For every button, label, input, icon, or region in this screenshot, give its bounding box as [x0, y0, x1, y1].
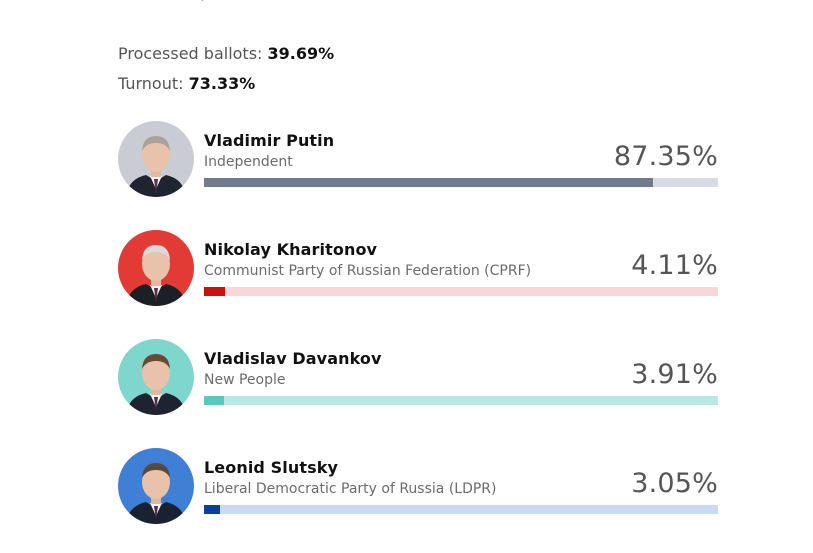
candidate-percent-label: 4.11% — [631, 250, 718, 281]
candidate-party: Liberal Democratic Party of Russia (LDPR… — [204, 481, 497, 497]
candidate-name: Nikolay Kharitonov — [204, 240, 378, 259]
turnout-value: 73.33% — [188, 74, 256, 93]
vote-bar-track — [204, 287, 718, 296]
vote-bar-fill — [204, 396, 225, 405]
candidate-percent-label: 3.05% — [631, 468, 718, 499]
candidate-row-slutsky: Leonid Slutsky Liberal Democratic Party o… — [118, 445, 718, 535]
vote-bar-fill — [204, 505, 220, 514]
candidate-name: Vladimir Putin — [204, 131, 335, 150]
processed-ballots-line: Processed ballots: 39.69% — [118, 44, 334, 64]
candidate-party: New People — [204, 372, 286, 388]
candidate-percent-label: 3.91% — [631, 359, 718, 390]
vote-bar-track — [204, 505, 718, 514]
candidate-row-putin: Vladimir Putin Independent 87.35% — [118, 118, 718, 208]
candidate-portrait-icon — [118, 230, 194, 306]
vote-bar-fill — [204, 287, 226, 296]
candidate-name: Vladislav Davankov — [204, 349, 382, 368]
candidate-name: Leonid Slutsky — [204, 458, 338, 477]
candidate-portrait-icon — [118, 121, 194, 197]
vote-bar-fill — [204, 178, 653, 187]
candidate-party: Independent — [204, 154, 293, 170]
candidate-percent-label: 87.35% — [613, 141, 718, 172]
election-stats: Processed ballots: 39.69% Turnout: 73.33… — [118, 44, 334, 104]
candidate-party: Communist Party of Russian Federation (C… — [204, 263, 532, 279]
processed-ballots-value: 39.69% — [267, 44, 335, 63]
cropped-header-fragment: · — [200, 0, 205, 9]
vote-bar-track — [204, 178, 718, 187]
candidate-row-davankov: Vladislav Davankov New People 3.91% — [118, 336, 718, 426]
candidate-portrait-icon — [118, 448, 194, 524]
turnout-line: Turnout: 73.33% — [118, 74, 334, 94]
candidate-portrait-icon — [118, 339, 194, 415]
candidate-row-kharitonov: Nikolay Kharitonov Communist Party of Rus… — [118, 227, 718, 317]
turnout-label: Turnout: — [118, 74, 184, 93]
processed-ballots-label: Processed ballots: — [118, 44, 263, 63]
vote-bar-track — [204, 396, 718, 405]
